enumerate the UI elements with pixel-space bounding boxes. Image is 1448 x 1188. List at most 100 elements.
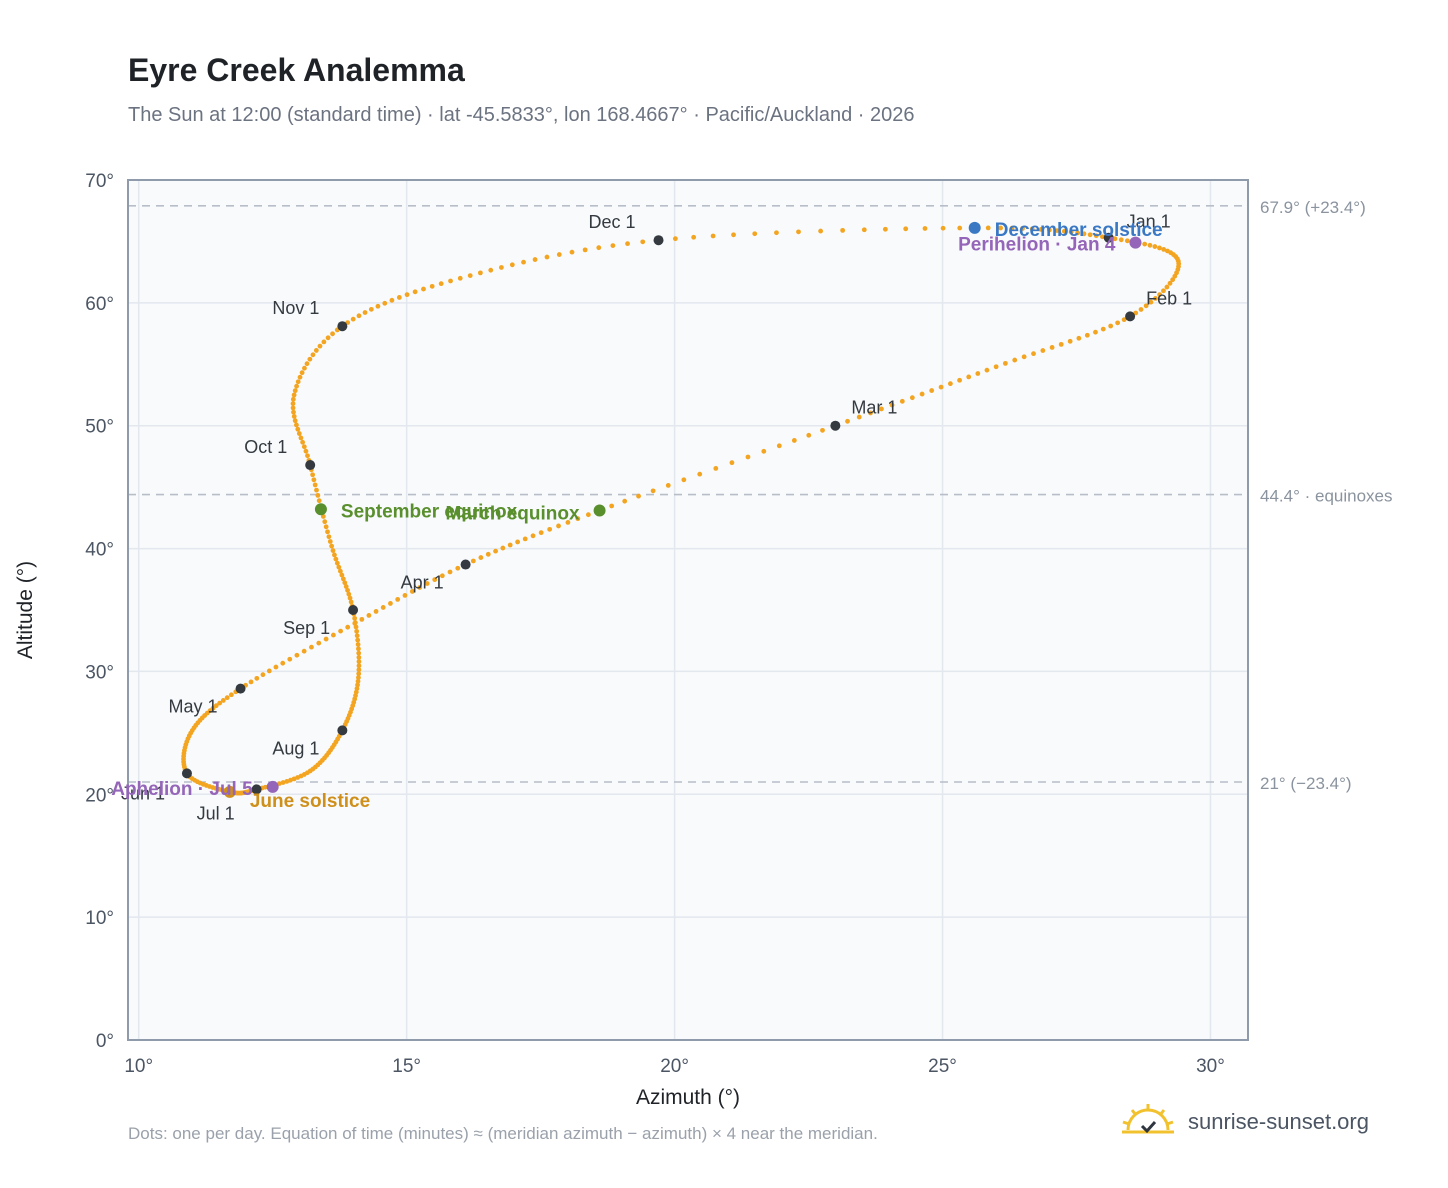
daily-sun-dot xyxy=(507,542,513,548)
event-label: June solstice xyxy=(250,791,370,812)
reference-line-label: 44.4° · equinoxes xyxy=(1260,487,1393,506)
daily-sun-dot xyxy=(636,493,641,499)
daily-sun-dot xyxy=(547,526,553,532)
y-tick-label: 50° xyxy=(85,417,114,438)
daily-sun-dot xyxy=(448,278,453,284)
daily-sun-dot xyxy=(1021,354,1027,360)
daily-sun-dot xyxy=(356,659,362,665)
daily-sun-dot xyxy=(355,642,361,647)
event-marker xyxy=(593,504,606,517)
daily-sun-dot xyxy=(217,700,223,706)
daily-sun-dot xyxy=(325,335,331,341)
daily-sun-dot xyxy=(295,426,301,432)
daily-sun-dot xyxy=(388,601,393,606)
event-marker xyxy=(266,780,279,793)
daily-sun-dot xyxy=(355,678,361,684)
daily-sun-dot xyxy=(347,595,353,601)
daily-sun-dot xyxy=(334,560,340,566)
daily-sun-dot xyxy=(380,605,386,610)
y-tick-label: 40° xyxy=(85,540,114,561)
daily-sun-dot xyxy=(1157,245,1162,251)
daily-sun-dot xyxy=(521,259,526,265)
daily-sun-dot xyxy=(312,482,318,488)
daily-sun-dot xyxy=(1081,231,1087,237)
daily-sun-dot xyxy=(845,418,850,424)
daily-sun-dot xyxy=(776,443,782,449)
daily-sun-dot xyxy=(396,295,402,300)
daily-sun-dot xyxy=(1058,341,1064,347)
daily-sun-dot xyxy=(1087,232,1093,238)
daily-sun-dot xyxy=(752,231,758,237)
daily-sun-dot xyxy=(1161,246,1167,252)
daily-sun-dot xyxy=(220,698,226,703)
daily-sun-dot xyxy=(316,498,322,504)
daily-sun-dot xyxy=(248,679,254,685)
event-marker xyxy=(314,503,327,516)
daily-sun-dot xyxy=(404,292,410,298)
daily-sun-dot xyxy=(280,780,286,785)
daily-sun-dot xyxy=(1143,303,1149,309)
daily-sun-dot xyxy=(346,591,352,597)
daily-sun-dot xyxy=(1075,230,1081,236)
daily-sun-dot xyxy=(345,624,351,630)
daily-sun-dot xyxy=(485,551,491,557)
daily-sun-dot xyxy=(320,514,326,519)
footnote: Dots: one per day. Equation of time (min… xyxy=(128,1124,878,1143)
daily-sun-dot xyxy=(290,396,296,402)
brand-logo[interactable]: sunrise-sunset.org xyxy=(1120,1102,1369,1142)
daily-sun-dot xyxy=(1124,238,1130,244)
daily-sun-dot xyxy=(966,374,972,380)
daily-sun-dot xyxy=(1167,280,1173,286)
daily-sun-dot xyxy=(879,406,884,412)
daily-sun-dot xyxy=(424,581,430,586)
daily-sun-dot xyxy=(356,313,362,319)
daily-sun-dot xyxy=(338,628,344,634)
daily-sun-dot xyxy=(309,644,314,650)
daily-sun-dot xyxy=(292,388,298,394)
daily-sun-dot xyxy=(290,405,296,411)
daily-sun-dot xyxy=(316,640,322,646)
month-marker xyxy=(653,235,664,246)
daily-sun-dot xyxy=(313,348,319,353)
daily-sun-dot xyxy=(919,391,925,397)
reference-line-label: 67.9° (+23.4°) xyxy=(1260,198,1366,217)
daily-sun-dot xyxy=(478,555,484,560)
daily-sun-dot xyxy=(818,228,824,234)
daily-sun-dot xyxy=(301,648,307,654)
month-marker-label: Mar 1 xyxy=(851,398,897,418)
daily-sun-dot xyxy=(260,672,266,678)
daily-sun-dot xyxy=(640,239,646,245)
daily-sun-dot xyxy=(310,352,316,358)
daily-sun-dot xyxy=(307,356,313,362)
daily-sun-dot xyxy=(336,564,342,570)
month-marker xyxy=(337,321,348,332)
y-tick-label: 10° xyxy=(85,908,114,929)
daily-sun-dot xyxy=(362,310,368,315)
daily-sun-dot xyxy=(1115,320,1121,326)
daily-sun-dot xyxy=(280,660,286,666)
event-label: September equinox xyxy=(341,501,518,522)
daily-sun-dot xyxy=(1121,317,1127,323)
daily-sun-dot xyxy=(493,548,498,554)
daily-sun-dot xyxy=(300,439,306,445)
daily-sun-dot xyxy=(556,252,562,257)
event-label: March equinox xyxy=(446,503,581,524)
daily-sun-dot xyxy=(299,370,305,376)
daily-sun-dot xyxy=(330,548,336,553)
daily-sun-dot xyxy=(975,371,981,376)
month-marker-label: Oct 1 xyxy=(244,437,287,457)
x-tick-label: 30° xyxy=(1196,1056,1225,1077)
daily-sun-dot xyxy=(713,466,719,471)
daily-sun-dot xyxy=(228,692,234,698)
x-tick-label: 10° xyxy=(124,1056,153,1077)
daily-sun-dot xyxy=(938,384,944,390)
daily-sun-dot xyxy=(339,572,345,578)
daily-sun-dot xyxy=(322,519,328,525)
daily-sun-dot xyxy=(457,275,463,281)
daily-sun-dot xyxy=(356,646,361,652)
month-marker-label: Sep 1 xyxy=(283,618,330,638)
daily-sun-dot xyxy=(348,599,354,605)
daily-sun-dot xyxy=(323,524,329,530)
daily-sun-dot xyxy=(254,675,260,681)
daily-sun-dot xyxy=(509,262,515,268)
